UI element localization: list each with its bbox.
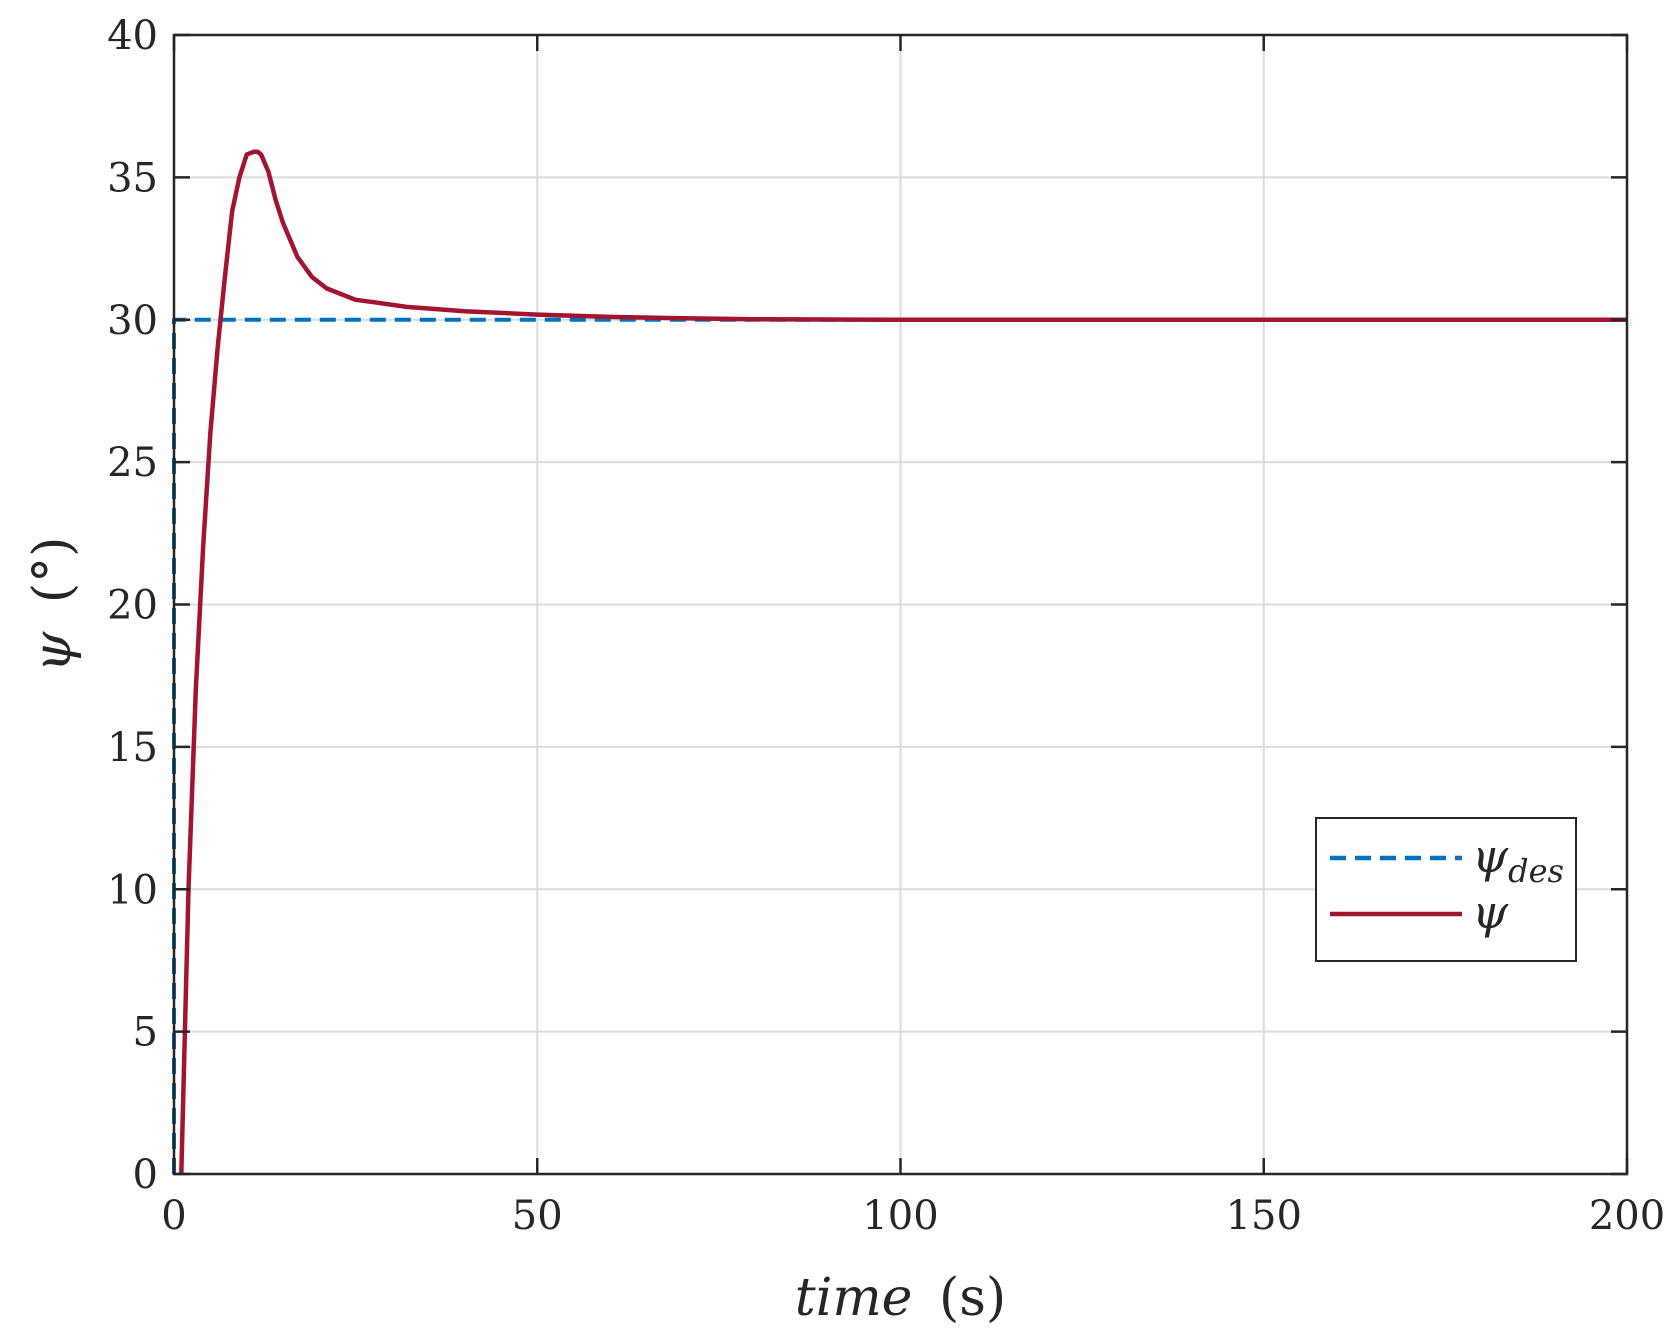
ticks <box>172 33 1629 1176</box>
y-tick-label: 15 <box>107 725 158 771</box>
x-axis-label: time (s) <box>795 1268 1006 1328</box>
y-tick-label: 5 <box>133 1010 158 1056</box>
y-tick-label: 35 <box>107 155 158 201</box>
x-axis-variable: time <box>795 1268 913 1328</box>
x-tick-label: 100 <box>862 1193 938 1239</box>
x-axis-unit: (s) <box>939 1268 1006 1328</box>
y-axis-label: ψ (°) <box>23 537 83 673</box>
tick-labels: 0 50 100 150 200 0 5 10 15 20 25 30 35 40 <box>107 13 1665 1239</box>
y-axis-variable: ψ <box>23 630 83 672</box>
y-tick-label: 40 <box>107 13 158 59</box>
y-tick-label: 30 <box>107 298 158 344</box>
y-tick-label: 20 <box>107 583 158 629</box>
y-tick-label: 0 <box>133 1152 158 1198</box>
y-tick-label: 10 <box>107 867 158 913</box>
x-tick-label: 150 <box>1226 1193 1302 1239</box>
legend-box <box>1315 817 1577 962</box>
x-tick-label: 50 <box>512 1193 563 1239</box>
y-axis-unit: (°) <box>23 537 83 604</box>
legend-label-0: ψdes <box>1472 829 1564 890</box>
legend-label-1: ψ <box>1472 885 1509 939</box>
x-tick-label: 0 <box>161 1193 186 1239</box>
x-tick-label: 200 <box>1589 1193 1665 1239</box>
series-line-1 <box>179 149 1627 1175</box>
y-tick-label: 25 <box>107 440 158 486</box>
